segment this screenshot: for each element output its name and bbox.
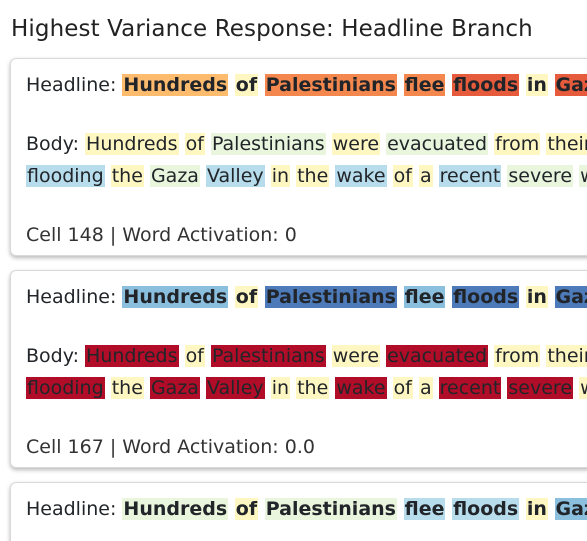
highlighted-word: the xyxy=(111,377,144,399)
headline-row: Headline: Hundreds of Palestinians flee … xyxy=(26,69,587,101)
highlighted-word: of xyxy=(235,286,258,308)
body-row: Body: Hundreds of Palestinians were evac… xyxy=(26,128,587,160)
highlighted-word: Hundreds xyxy=(85,345,178,367)
highlighted-word: were xyxy=(332,133,380,155)
highlighted-word: of xyxy=(393,165,413,187)
response-card: Headline: Hundreds of Palestinians flee … xyxy=(10,482,587,541)
cell-activation-info: Cell 148 | Word Activation: 0 xyxy=(26,219,587,251)
highlighted-word: severe xyxy=(507,165,573,187)
body-row: Body: Hundreds of Palestinians were evac… xyxy=(26,340,587,372)
body-label: Body: xyxy=(26,133,79,155)
card-content: Headline: Hundreds of Palestinians flee … xyxy=(11,271,587,463)
highlighted-word: wake xyxy=(335,377,386,399)
highlighted-word: from xyxy=(494,133,540,155)
highlighted-word: from xyxy=(494,345,540,367)
highlighted-word: flee xyxy=(404,498,446,520)
highlighted-word: were xyxy=(332,345,380,367)
highlighted-word: Palestinians xyxy=(265,286,397,308)
response-card: Headline: Hundreds of Palestinians flee … xyxy=(10,58,587,256)
highlighted-word: floods xyxy=(452,498,519,520)
highlighted-word: Hundreds xyxy=(122,74,228,96)
highlighted-word: Palestinians xyxy=(265,74,397,96)
highlighted-word: Valley xyxy=(206,165,265,187)
page-title: Highest Variance Response: Headline Bran… xyxy=(11,16,533,42)
highlighted-word: their xyxy=(546,133,587,155)
highlighted-word: in xyxy=(271,377,290,399)
headline-label: Headline: xyxy=(26,74,116,96)
highlighted-word: wint xyxy=(579,165,587,187)
highlighted-word: severe xyxy=(507,377,573,399)
highlighted-word: of xyxy=(393,377,413,399)
highlighted-word: flee xyxy=(404,286,446,308)
highlighted-word: wake xyxy=(335,165,386,187)
highlighted-word: Palestinians xyxy=(211,133,326,155)
highlighted-word: in xyxy=(526,74,548,96)
highlighted-word: Gaza xyxy=(555,74,587,96)
highlighted-word: Hundreds xyxy=(122,498,228,520)
highlighted-word: the xyxy=(296,377,329,399)
headline-words: Hundreds of Palestinians flee floods in … xyxy=(122,498,587,520)
highlighted-word: the xyxy=(111,165,144,187)
card-content: Headline: Hundreds of Palestinians flee … xyxy=(11,59,587,251)
highlighted-word: flooding xyxy=(26,165,105,187)
highlighted-word: of xyxy=(235,74,258,96)
body-words-line-1: Hundreds of Palestinians were evacuated … xyxy=(85,345,587,367)
highlighted-word: floods xyxy=(452,286,519,308)
highlighted-word: Gaza xyxy=(150,165,200,187)
highlighted-word: recent xyxy=(439,377,502,399)
highlighted-word: the xyxy=(296,165,329,187)
highlighted-word: of xyxy=(185,345,205,367)
highlighted-word: Valley xyxy=(206,377,265,399)
highlighted-word: evacuated xyxy=(386,133,488,155)
highlighted-word: wint xyxy=(579,377,587,399)
highlighted-word: Gaza xyxy=(555,498,587,520)
highlighted-word: Hundreds xyxy=(122,286,228,308)
headline-words: Hundreds of Palestinians flee floods in … xyxy=(122,286,587,308)
cell-activation-info: Cell 167 | Word Activation: 0.0 xyxy=(26,431,587,463)
body-words-line-1: Hundreds of Palestinians were evacuated … xyxy=(85,133,587,155)
highlighted-word: a xyxy=(419,165,433,187)
body-row: flooding the Gaza Valley in the wake of … xyxy=(26,372,587,404)
body-label: Body: xyxy=(26,345,79,367)
headline-label: Headline: xyxy=(26,498,116,520)
body-words-line-2: flooding the Gaza Valley in the wake of … xyxy=(26,377,587,399)
card-content: Headline: Hundreds of Palestinians flee … xyxy=(11,483,587,525)
highlighted-word: recent xyxy=(439,165,502,187)
highlighted-word: Gaza xyxy=(150,377,200,399)
headline-row: Headline: Hundreds of Palestinians flee … xyxy=(26,493,587,525)
highlighted-word: floods xyxy=(452,74,519,96)
highlighted-word: in xyxy=(271,165,290,187)
highlighted-word: flee xyxy=(404,74,446,96)
headline-words: Hundreds of Palestinians flee floods in … xyxy=(122,74,587,96)
highlighted-word: their xyxy=(546,345,587,367)
highlighted-word: Palestinians xyxy=(265,498,397,520)
highlighted-word: in xyxy=(526,286,548,308)
highlighted-word: flooding xyxy=(26,377,105,399)
highlighted-word: Hundreds xyxy=(85,133,178,155)
highlighted-word: evacuated xyxy=(386,345,488,367)
highlighted-word: of xyxy=(235,498,258,520)
highlighted-word: in xyxy=(526,498,548,520)
body-row: flooding the Gaza Valley in the wake of … xyxy=(26,160,587,192)
highlighted-word: of xyxy=(185,133,205,155)
response-card: Headline: Hundreds of Palestinians flee … xyxy=(10,270,587,468)
highlighted-word: Gaza xyxy=(555,286,587,308)
body-words-line-2: flooding the Gaza Valley in the wake of … xyxy=(26,165,587,187)
headline-row: Headline: Hundreds of Palestinians flee … xyxy=(26,281,587,313)
highlighted-word: a xyxy=(419,377,433,399)
highlighted-word: Palestinians xyxy=(211,345,326,367)
headline-label: Headline: xyxy=(26,286,116,308)
